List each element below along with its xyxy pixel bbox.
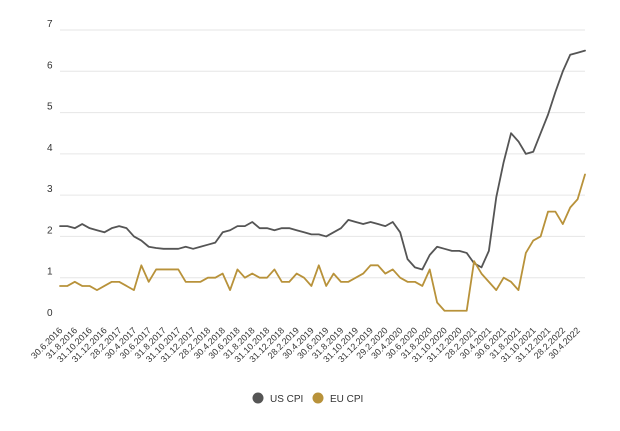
legend-swatch [252, 392, 264, 404]
y-tick-label: 1 [47, 267, 53, 278]
y-tick-label: 5 [47, 102, 53, 113]
y-tick-label: 3 [47, 184, 53, 195]
series-line-eu-cpi [59, 173, 586, 312]
series-lines [59, 49, 586, 312]
legend: US CPI EU CPI [252, 392, 363, 405]
y-tick-label: 2 [47, 225, 53, 236]
y-tick-label: 4 [47, 143, 53, 154]
legend-label: US CPI [270, 394, 303, 405]
legend-swatch [312, 392, 324, 404]
series-line-us-cpi [59, 49, 586, 271]
gridlines [60, 29, 585, 279]
y-tick-label: 7 [47, 19, 53, 30]
y-tick-label: 0 [47, 308, 53, 319]
x-axis-ticks: 30.6.201631.8.201631.10.201631.12.201628… [29, 325, 582, 364]
y-axis-ticks: 0 1 2 3 4 5 6 7 [47, 19, 53, 319]
legend-label: EU CPI [330, 394, 363, 405]
y-tick-label: 6 [47, 60, 53, 71]
